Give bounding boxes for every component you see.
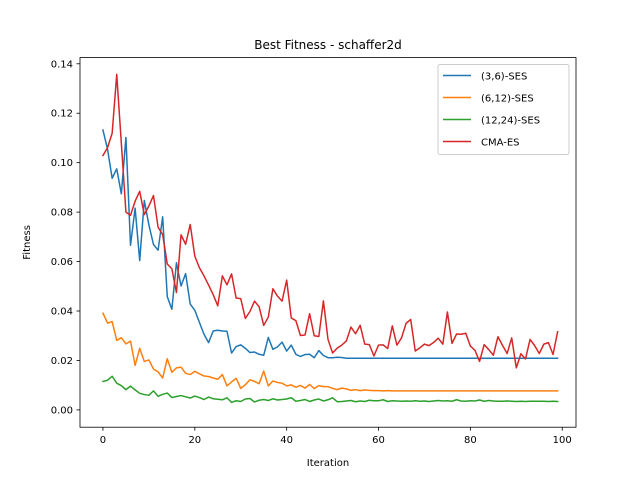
- chart-title: Best Fitness - schaffer2d: [254, 38, 402, 52]
- legend-label-1: (6,12)-SES: [481, 94, 534, 105]
- x-tick-label: 80: [464, 435, 477, 446]
- legend-box: [437, 64, 570, 155]
- y-tick-label: 0.04: [51, 307, 73, 318]
- x-axis-ticks: 0 20 40 60 80 100: [100, 427, 572, 446]
- y-tick-label: 0.00: [51, 405, 73, 416]
- series-line-2: [102, 375, 559, 404]
- x-tick-label: 100: [553, 435, 572, 446]
- x-tick-label: 20: [188, 435, 201, 446]
- y-tick-label: 0.14: [51, 59, 73, 70]
- x-axis-label: Iteration: [307, 458, 349, 469]
- series-line-1: [101, 312, 559, 392]
- x-tick-label: 60: [372, 435, 385, 446]
- y-tick-label: 0.08: [51, 208, 73, 219]
- plot-lines: [101, 73, 559, 404]
- legend: (3,6)-SES (6,12)-SES (12,24)-SES CMA-ES: [437, 64, 570, 155]
- legend-label-0: (3,6)-SES: [481, 72, 527, 83]
- axes-frame: [79, 57, 577, 428]
- y-tick-label: 0.12: [51, 109, 73, 120]
- legend-label-2: (12,24)-SES: [481, 116, 540, 127]
- series-line-3: [101, 73, 559, 369]
- x-tick-label: 40: [280, 435, 293, 446]
- y-axis-ticks: 0.00 0.02 0.04 0.06 0.08 0.10 0.12 0.14: [51, 59, 80, 416]
- series-line-0: [102, 129, 559, 359]
- y-tick-label: 0.10: [51, 158, 73, 169]
- y-axis-label: Fitness: [22, 225, 33, 260]
- legend-label-3: CMA-ES: [481, 138, 520, 149]
- y-tick-label: 0.02: [51, 356, 73, 367]
- x-tick-label: 0: [100, 435, 106, 446]
- y-tick-label: 0.06: [51, 257, 73, 268]
